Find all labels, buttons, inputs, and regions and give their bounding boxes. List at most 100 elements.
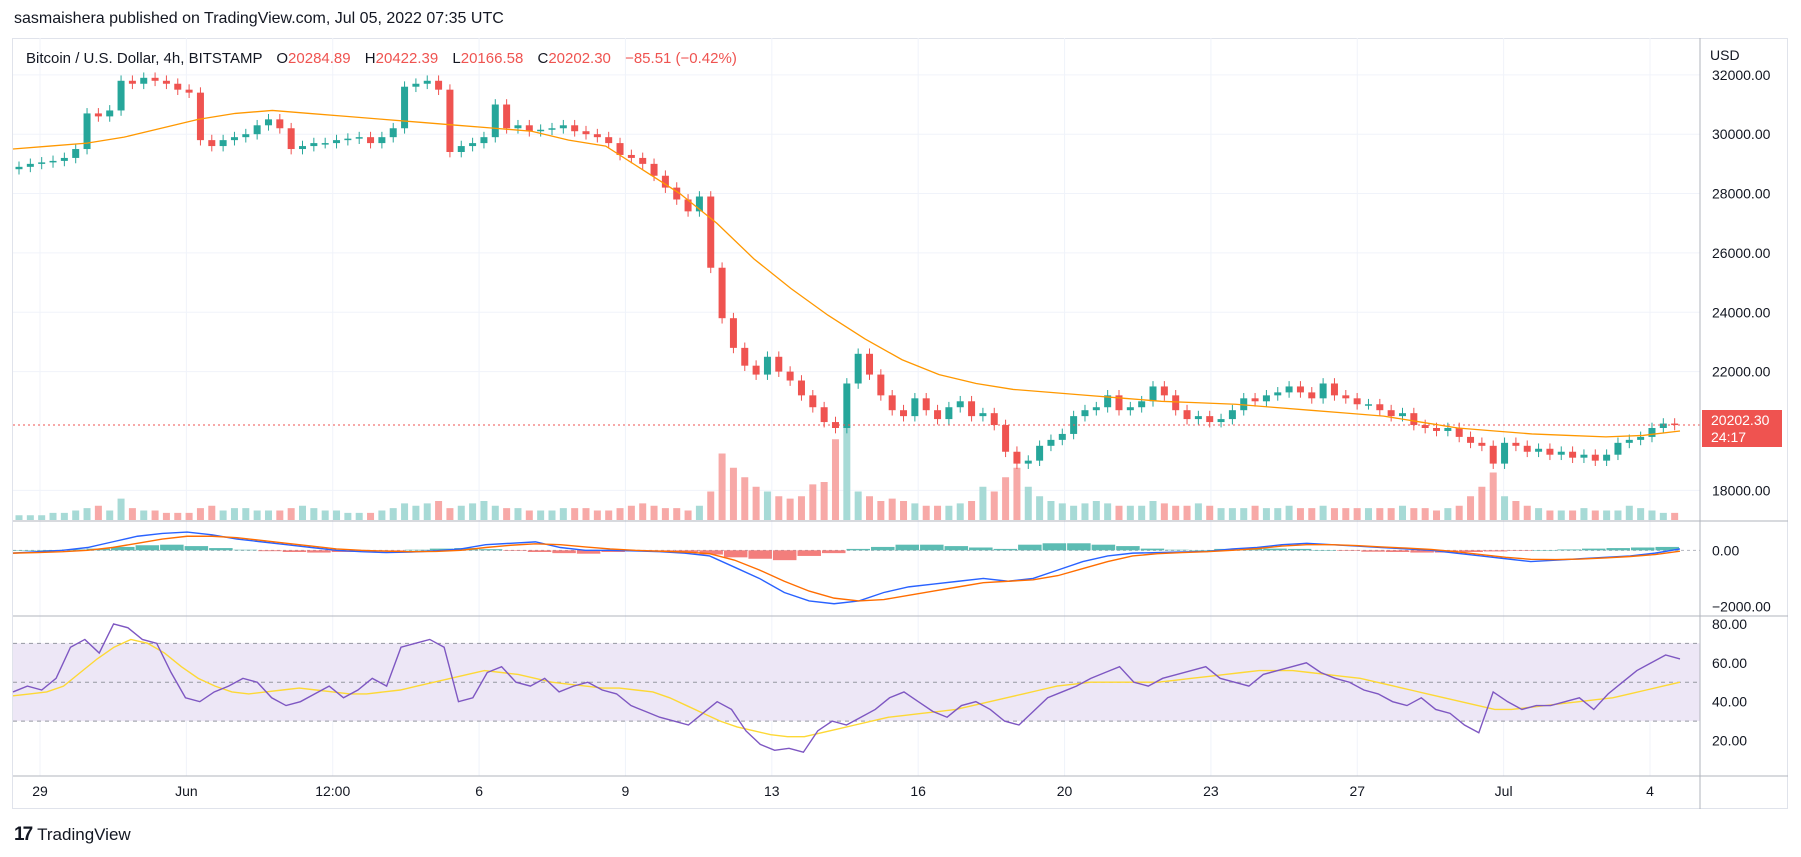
macd-histogram-bar <box>1287 548 1312 551</box>
macd-histogram-bar <box>1018 544 1042 551</box>
volume-bar <box>117 498 125 520</box>
close-value: 20202.30 <box>548 50 611 67</box>
volume-bar <box>752 486 760 520</box>
macd-histogram-bar <box>969 547 993 551</box>
volume-bar <box>559 508 567 520</box>
time-tick-label: 9 <box>622 783 630 799</box>
macd-histogram-bar <box>944 546 969 551</box>
volume-bar <box>945 505 953 520</box>
volume-bar <box>469 503 477 520</box>
macd-histogram-bar <box>135 545 160 551</box>
macd-histogram-bar <box>552 550 576 554</box>
macd-tick-label: −2000.00 <box>1712 599 1771 615</box>
macd-histogram-bar <box>13 550 37 551</box>
volume-bar <box>1104 503 1112 520</box>
rsi-line <box>12 623 1681 754</box>
volume-bar <box>1024 486 1032 520</box>
volume-bar <box>26 515 34 520</box>
rsi-tick-label: 80.00 <box>1712 616 1747 632</box>
volume-bar <box>1648 510 1656 520</box>
macd-histogram-bar <box>1189 550 1214 551</box>
macd-histogram-bar <box>576 550 601 554</box>
candle-body <box>1603 454 1611 461</box>
volume-bar <box>979 486 987 520</box>
volume-bar <box>1489 472 1497 520</box>
candle-body <box>1512 442 1520 446</box>
macd-histogram-bar <box>1385 550 1410 552</box>
volume-bar <box>673 508 681 520</box>
candle-body <box>888 395 896 411</box>
volume-bar <box>684 510 692 520</box>
volume-bar <box>695 505 703 520</box>
candle-body <box>117 80 125 111</box>
macd-histogram-bar <box>674 550 699 552</box>
last-price: 20202.30 <box>1711 412 1770 428</box>
macd-histogram-bar <box>503 550 527 551</box>
macd-histogram-bar <box>772 550 797 561</box>
volume-bar <box>1535 508 1543 520</box>
volume-bar <box>230 508 238 520</box>
candle-body <box>684 199 692 212</box>
volume-bar <box>1659 512 1667 520</box>
candle-body <box>491 104 499 138</box>
volume-bar <box>333 510 341 520</box>
volume-bar <box>934 505 942 520</box>
macd-histogram-bar <box>405 549 429 551</box>
macd-line <box>12 531 1681 605</box>
candle-body <box>934 410 942 420</box>
candle-body <box>1614 442 1622 455</box>
volume-bar <box>1228 508 1236 520</box>
volume-bar <box>854 491 862 520</box>
macd-histogram-bar <box>1165 549 1189 551</box>
volume-bar <box>718 453 726 520</box>
candle-body <box>1036 445 1044 461</box>
volume-bar <box>1058 503 1066 520</box>
volume-bar <box>503 508 511 520</box>
moving-average-line <box>12 109 1681 438</box>
volume-bar <box>423 503 431 520</box>
candle-body <box>1591 454 1599 461</box>
candle-body <box>763 356 771 375</box>
volume-bar <box>1172 505 1180 520</box>
candle-body <box>435 80 443 90</box>
macd-histogram-bar <box>1459 550 1483 552</box>
volume-bar <box>1421 508 1429 520</box>
footer-branding[interactable]: 17 TradingView <box>14 824 131 846</box>
candle-body <box>1160 386 1168 396</box>
price-tick-label: 30000.00 <box>1712 126 1771 142</box>
candlesticks <box>13 72 1700 469</box>
volume-bar <box>1637 508 1645 520</box>
candle-body <box>1104 395 1112 408</box>
symbol-label[interactable]: Bitcoin / U.S. Dollar, 4h, BITSTAMP <box>26 50 263 67</box>
candle-body <box>1625 439 1633 443</box>
macd-histogram-bar <box>723 550 748 558</box>
candle-body <box>15 166 23 170</box>
macd-histogram-bar <box>821 550 846 554</box>
volume-bar <box>1398 505 1406 520</box>
candle-body <box>38 162 46 164</box>
macd-histogram-bar <box>601 550 625 552</box>
volume-bar <box>1671 512 1679 520</box>
volume-bar <box>741 477 749 520</box>
candle-body <box>1138 401 1146 408</box>
candle-body <box>1478 442 1486 446</box>
candle-body <box>378 137 386 144</box>
volume-bar <box>763 491 771 520</box>
candle-body <box>1648 428 1656 437</box>
volume-bar <box>1364 508 1372 520</box>
candle-body <box>1002 425 1010 452</box>
volume-bar <box>1296 508 1304 520</box>
candle-body <box>49 160 57 163</box>
candle-body <box>1092 407 1100 411</box>
chart-frame[interactable] <box>12 38 1788 809</box>
volume-bars <box>15 425 1679 520</box>
change-value: −85.51 (−0.42%) <box>625 50 737 67</box>
candle-body <box>264 119 272 126</box>
candle-body <box>140 77 148 84</box>
volume-bar <box>1501 496 1509 520</box>
volume-bar <box>491 505 499 520</box>
candle-body <box>174 83 182 90</box>
macd-histogram-bar <box>307 550 331 553</box>
volume-bar <box>797 496 805 520</box>
